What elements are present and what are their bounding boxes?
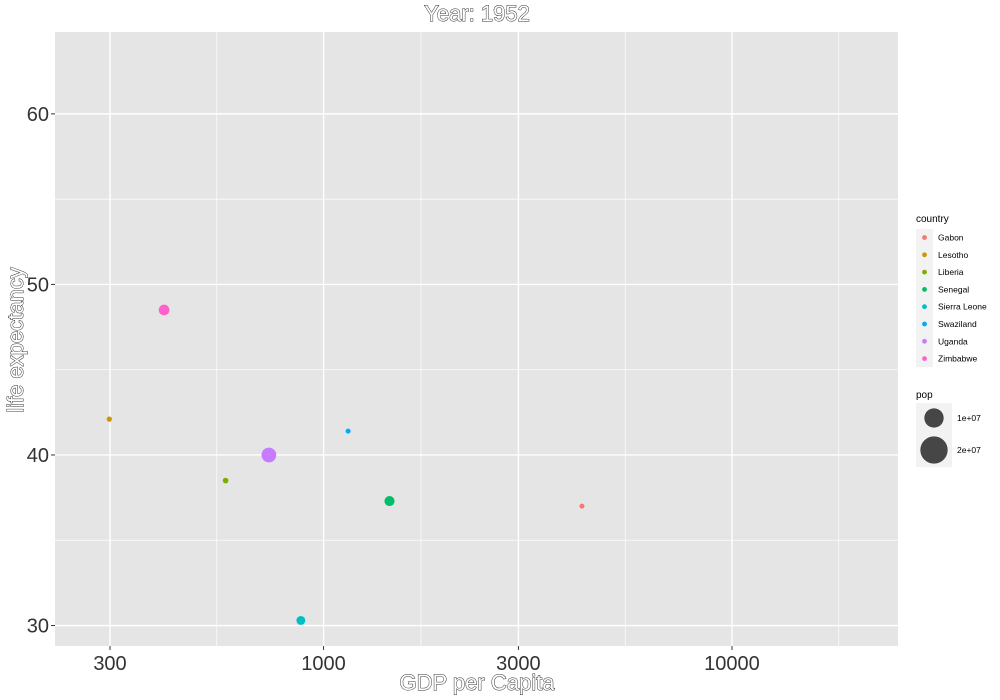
legend-country-key — [922, 304, 927, 310]
x-axis-label: GDP per Capita — [400, 670, 556, 695]
legend-country-label: Uganda — [938, 336, 968, 346]
legend-country-label: Senegal — [938, 284, 969, 294]
y-axis-label: life expectancy — [3, 267, 28, 413]
legend-country-key — [922, 338, 927, 344]
x-tick-label: 1000 — [301, 653, 346, 675]
legend-country-label: Lesotho — [938, 250, 969, 260]
legend-pop-key — [920, 436, 948, 464]
x-tick-label: 3000 — [496, 653, 541, 675]
data-point-sierra-leone — [296, 615, 306, 625]
grid-minor — [55, 32, 898, 646]
data-point-zimbabwe — [158, 304, 170, 316]
axis-ticks — [51, 113, 733, 650]
y-tick-label: 30 — [27, 616, 49, 638]
x-tick-labels: 300 1000 3000 10000 — [93, 653, 759, 675]
legend-country: Gabon Lesotho Liberia Senegal Sierra Leone Sw… — [922, 233, 987, 364]
x-tick-label: 10000 — [704, 653, 760, 675]
legend-country-label: Sierra Leone — [938, 302, 987, 312]
data-point-senegal — [384, 495, 395, 507]
legend-country-label: Zimbabwe — [938, 354, 977, 364]
legend-country-key — [922, 252, 927, 258]
legend-country-key — [922, 269, 927, 275]
grid-major — [55, 32, 898, 646]
legend-country-label: Swaziland — [938, 319, 977, 329]
legend-pop: 1e+07 2e+07 — [920, 408, 981, 464]
y-tick-label: 60 — [27, 104, 49, 126]
legend-country-key — [922, 356, 927, 361]
y-tick-label: 50 — [27, 274, 49, 296]
data-points — [106, 304, 585, 625]
data-point-swaziland — [345, 428, 351, 434]
data-point-lesotho — [106, 416, 112, 422]
chart-title: Year: 1952 — [424, 1, 530, 26]
legend-pop-key — [924, 408, 944, 428]
y-tick-label: 40 — [27, 445, 49, 467]
legend-country-key — [922, 235, 927, 240]
legend-country-key-background — [916, 229, 933, 367]
legend-country-key — [922, 321, 927, 327]
legend-pop-label: 2e+07 — [957, 445, 981, 455]
legend-country-label: Liberia — [938, 267, 964, 277]
legend-pop-label: 1e+07 — [957, 413, 981, 423]
legend-pop-title: pop — [916, 390, 933, 401]
x-tick-label: 300 — [93, 653, 126, 675]
legend-country-title: country — [916, 214, 949, 225]
plot-panel — [55, 32, 898, 646]
data-point-liberia — [222, 477, 229, 484]
legend-country-label: Gabon — [938, 233, 964, 243]
data-point-uganda — [261, 447, 277, 463]
y-tick-labels: 30 40 50 60 — [27, 104, 49, 638]
legend-country-key — [922, 287, 927, 292]
data-point-gabon — [579, 503, 585, 509]
